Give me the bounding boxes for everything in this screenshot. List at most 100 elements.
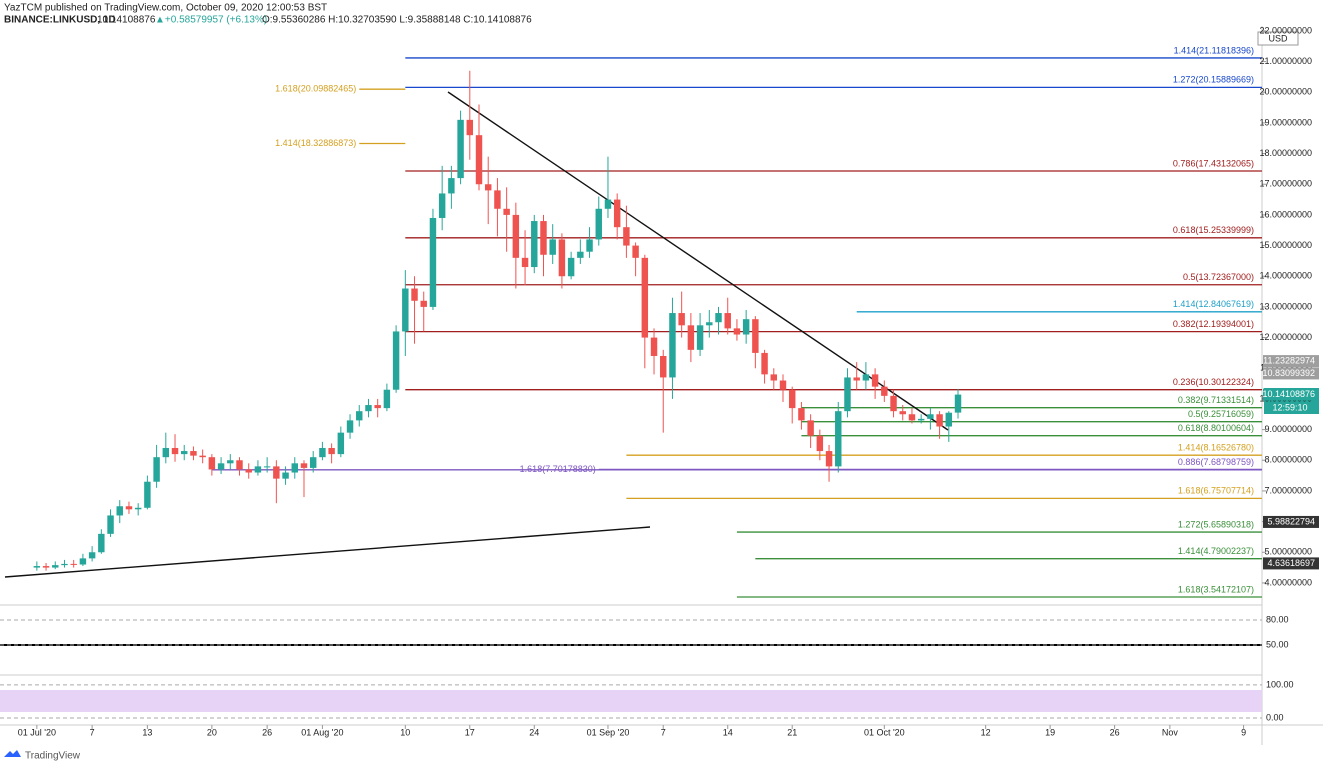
y-tick-label: 18.00000000 bbox=[1259, 148, 1312, 158]
candle-body bbox=[374, 405, 381, 409]
level-label: 1.618(7.70178830) bbox=[520, 464, 596, 474]
x-tick-label: 01 Aug '20 bbox=[301, 727, 343, 737]
candle-body bbox=[328, 447, 335, 455]
candle-body bbox=[392, 331, 400, 390]
price-tag bbox=[1263, 388, 1319, 401]
x-tick-label: 01 Jul '20 bbox=[18, 727, 56, 737]
candle-body bbox=[945, 412, 953, 427]
candle-body bbox=[632, 245, 639, 258]
price-tag bbox=[1263, 515, 1319, 528]
level-label: 1.414(18.32886873) bbox=[275, 138, 356, 148]
candle-body bbox=[807, 420, 814, 436]
candle-body bbox=[761, 352, 768, 375]
candle-body bbox=[245, 469, 252, 473]
level-label: 0.382(12.19394001) bbox=[1173, 319, 1254, 329]
candle-body bbox=[678, 313, 685, 326]
candle-body bbox=[227, 460, 234, 464]
candle-body bbox=[742, 319, 750, 335]
y-tick-label: 20.00000000 bbox=[1259, 87, 1312, 97]
candle-body bbox=[61, 563, 68, 566]
candle-body bbox=[696, 325, 704, 350]
level-label: 0.886(7.68798759) bbox=[1178, 457, 1254, 467]
y-tick-label: 22.00000000 bbox=[1259, 25, 1312, 35]
x-tick-label: 01 Oct '20 bbox=[864, 727, 905, 737]
candle-body bbox=[641, 257, 649, 338]
level-label: 1.618(3.54172107) bbox=[1178, 584, 1254, 594]
x-tick-label: 12 bbox=[981, 727, 991, 737]
x-tick-label: 26 bbox=[1110, 727, 1120, 737]
y-tick-label: 16.00000000 bbox=[1259, 209, 1312, 219]
candle-body bbox=[457, 119, 464, 179]
x-tick-label: 01 Sep '20 bbox=[587, 727, 630, 737]
candle-body bbox=[613, 199, 621, 228]
y-tick-label: 5.00000000 bbox=[1264, 547, 1312, 557]
candle-body bbox=[263, 466, 271, 468]
candle-body bbox=[181, 451, 188, 455]
candle-body bbox=[540, 221, 547, 255]
candle-body bbox=[881, 386, 888, 396]
level-label: 0.382(9.71331514) bbox=[1178, 395, 1254, 405]
x-tick-label: 7 bbox=[90, 727, 95, 737]
candle-body bbox=[365, 405, 372, 412]
candle-body bbox=[779, 380, 787, 390]
candle-body bbox=[402, 288, 409, 332]
ohlc-header: O:9.55360286 H:10.32703590 L:9.35888148 … bbox=[262, 15, 532, 26]
price-tag-label: 10.14108876 bbox=[1262, 389, 1315, 399]
candle-body bbox=[724, 313, 731, 329]
candle-body bbox=[669, 313, 676, 378]
level-label: 1.272(20.15889669) bbox=[1173, 75, 1254, 85]
candle-body bbox=[835, 411, 842, 467]
candle-body bbox=[623, 227, 630, 246]
price-tag-label: 10.83099392 bbox=[1262, 368, 1315, 378]
currency: USD bbox=[1268, 33, 1288, 43]
candle-body bbox=[503, 208, 510, 215]
y-tick-label: 17.00000000 bbox=[1259, 179, 1312, 189]
level-label: 1.618(6.75707714) bbox=[1178, 486, 1254, 496]
candle-body bbox=[927, 414, 934, 419]
candle-body bbox=[908, 414, 916, 421]
candle-body bbox=[346, 420, 354, 433]
candle-body bbox=[79, 558, 87, 565]
candle-body bbox=[356, 411, 363, 421]
x-tick-label: 20 bbox=[207, 727, 217, 737]
candle-body bbox=[531, 221, 538, 268]
countdown: 12:59:10 bbox=[1272, 402, 1307, 412]
y-tick-label: 14.00000000 bbox=[1259, 271, 1312, 281]
candle-body bbox=[844, 377, 851, 412]
price-tag bbox=[1263, 355, 1319, 368]
price-tag-label: 5.98822794 bbox=[1267, 516, 1315, 526]
candle-body bbox=[917, 418, 925, 421]
candle-body bbox=[429, 217, 437, 307]
candle-body bbox=[853, 377, 860, 381]
level-label: 1.618(20.09882465) bbox=[275, 84, 356, 94]
candle-body bbox=[70, 563, 77, 565]
candle-body bbox=[125, 506, 133, 510]
y-tick-label: 12.00000000 bbox=[1259, 332, 1312, 342]
candle-body bbox=[871, 374, 879, 387]
x-tick-label: 19 bbox=[1045, 727, 1055, 737]
candle-body bbox=[190, 451, 197, 456]
candle-body bbox=[254, 466, 262, 473]
candle-body bbox=[816, 435, 824, 452]
candle-body bbox=[890, 395, 897, 412]
author-line: YazTCM published on TradingView.com, Oct… bbox=[4, 3, 327, 14]
candle-body bbox=[604, 199, 612, 209]
y-tick-label: 7.00000000 bbox=[1264, 485, 1312, 495]
level-label: 1.414(21.11818396) bbox=[1174, 45, 1254, 55]
candle-body bbox=[558, 239, 566, 277]
level-label: 0.786(17.43132065) bbox=[1173, 158, 1254, 168]
candle-body bbox=[687, 325, 695, 350]
candle-body bbox=[466, 119, 474, 136]
last-price: 10.14108876 bbox=[97, 15, 156, 26]
x-tick-label: 21 bbox=[787, 727, 797, 737]
candle-body bbox=[825, 451, 833, 467]
candle-body bbox=[494, 190, 501, 209]
y-tick-label: 13.00000000 bbox=[1259, 301, 1312, 311]
candle-body bbox=[282, 472, 289, 479]
candle-body bbox=[52, 565, 59, 568]
indicator-tick-label: 0.00 bbox=[1266, 712, 1284, 722]
candle-body bbox=[144, 481, 151, 508]
